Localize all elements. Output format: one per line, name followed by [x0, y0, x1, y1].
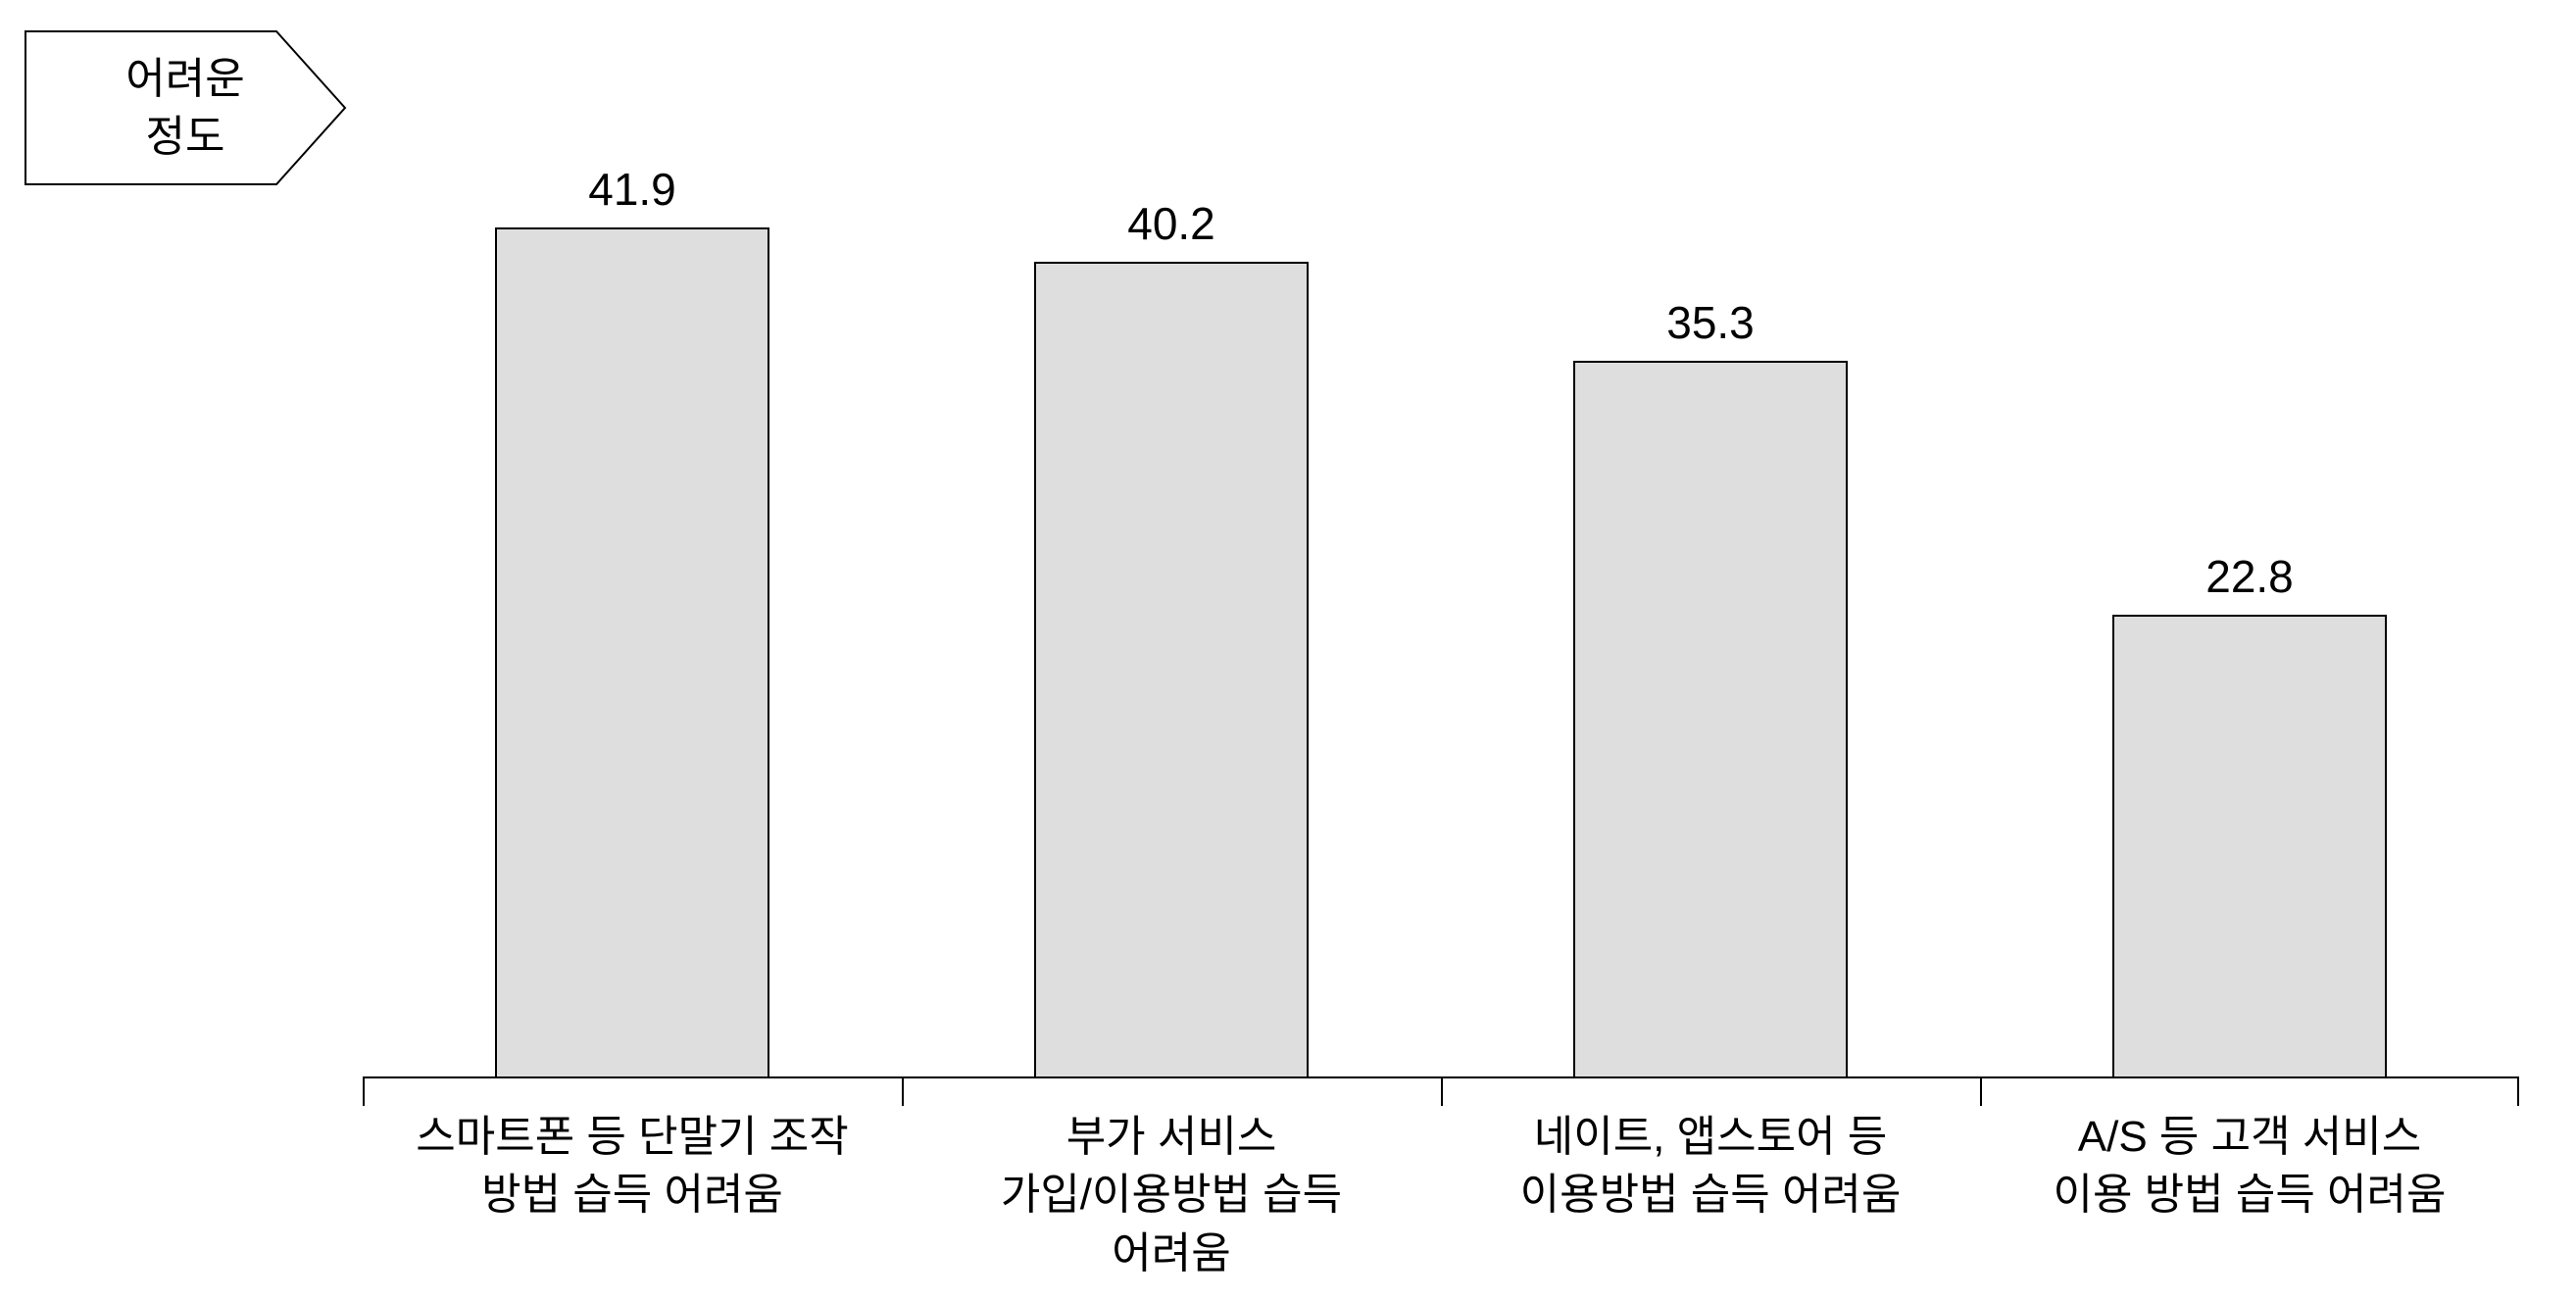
tag-line1: 어려운 [125, 55, 244, 103]
tag-line2: 정도 [146, 113, 225, 161]
bar-rect [1034, 262, 1309, 1076]
bar-rect [495, 227, 769, 1076]
category-label: 스마트폰 등 단말기 조작 방법 습득 어려움 [363, 1108, 902, 1282]
bar-rect [1573, 361, 1848, 1076]
bar-value-label: 35.3 [1666, 296, 1755, 349]
bar-chart: 어려운 정도 41.9 40.2 35.3 22.8 스마트폰 등 단말기 조작 방법… [0, 0, 2576, 1301]
x-tick [1980, 1078, 1982, 1106]
bar-slot: 40.2 [902, 86, 1441, 1076]
x-tick-start [363, 1078, 365, 1106]
chart-tag-text: 어려운 정도 [125, 50, 244, 167]
bar-value-label: 41.9 [588, 163, 676, 216]
category-label: A/S 등 고객 서비스 이용 방법 습득 어려움 [1980, 1108, 2519, 1282]
bar-value-label: 40.2 [1127, 197, 1215, 250]
bar-slot: 41.9 [363, 86, 902, 1076]
x-tick [1441, 1078, 1443, 1106]
category-label: 부가 서비스 가입/이용방법 습득 어려움 [902, 1108, 1441, 1282]
category-label: 네이트, 앱스토어 등 이용방법 습득 어려움 [1441, 1108, 1980, 1282]
chart-tag: 어려운 정도 [24, 29, 347, 186]
bars-row: 41.9 40.2 35.3 22.8 [363, 86, 2519, 1076]
x-tick [902, 1078, 904, 1106]
x-tick-end [2517, 1078, 2519, 1106]
x-labels-row: 스마트폰 등 단말기 조작 방법 습득 어려움부가 서비스 가입/이용방법 습득… [363, 1108, 2519, 1282]
bar-rect [2112, 615, 2387, 1076]
bar-value-label: 22.8 [2205, 550, 2294, 603]
bar-slot: 22.8 [1980, 86, 2519, 1076]
bar-slot: 35.3 [1441, 86, 1980, 1076]
plot-area: 41.9 40.2 35.3 22.8 [363, 88, 2519, 1078]
